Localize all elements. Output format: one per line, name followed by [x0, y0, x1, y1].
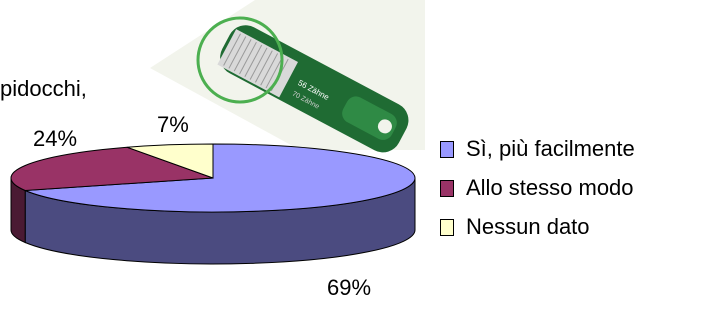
legend-swatch-si-piu-facilmente: [440, 140, 454, 158]
data-label-si-piu-facilmente: 69%: [327, 275, 372, 300]
magnify-circle: [196, 16, 284, 104]
legend-item: Allo stesso modo: [440, 173, 635, 203]
pie-slice-nessun-dato: [126, 143, 214, 179]
legend-item: Nessun dato: [440, 212, 635, 242]
legend-label: Sì, più facilmente: [466, 136, 635, 161]
legend-swatch-nessun-dato: [440, 218, 454, 236]
partial-question-text: pidocchi,: [0, 76, 87, 101]
chart-legend: Sì, più facilmente Allo stesso modo Ness…: [440, 134, 635, 251]
pie-slice-si-piu-facilmente: [24, 143, 416, 213]
legend-item: Sì, più facilmente: [440, 134, 635, 164]
comb-body: 56 Zähne 70 Zähne: [217, 25, 409, 153]
legend-swatch-allo-stesso-modo: [440, 179, 454, 197]
data-label-allo-stesso-modo: 24%: [33, 126, 78, 151]
legend-label: Nessun dato: [466, 214, 590, 239]
pie-slice-allo-stesso-modo: [10, 146, 214, 192]
data-label-nessun-dato: 7%: [157, 112, 189, 137]
legend-label: Allo stesso modo: [466, 175, 634, 200]
